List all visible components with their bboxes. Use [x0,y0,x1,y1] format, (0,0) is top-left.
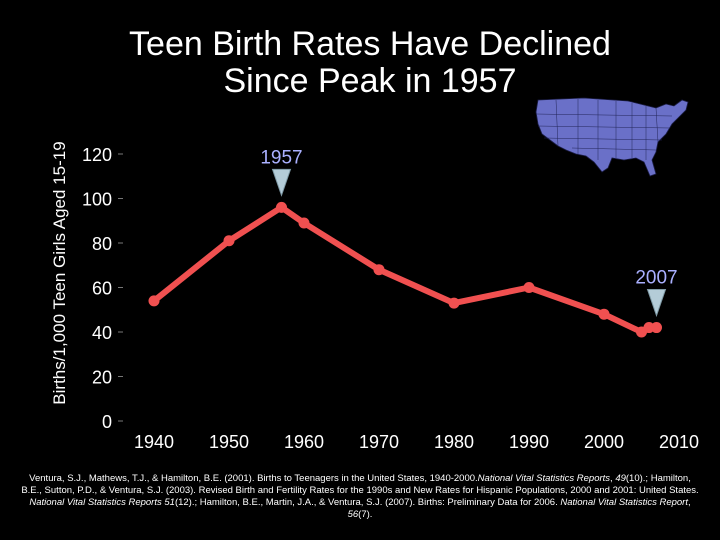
y-tick-label: 20 [92,368,112,388]
citation-text: (10).; Hamilton, B.E., Sutton, P.D., & V… [21,473,699,496]
citation-journal: National Vital Statistics Reports [477,473,611,484]
x-tick-label: 1940 [134,432,174,452]
data-point [298,217,310,229]
y-tick-label: 40 [92,323,112,343]
y-tick-label: 120 [82,145,112,165]
x-tick-label: 1990 [509,432,549,452]
chart-title: Teen Birth Rates Have Declined Since Pea… [60,26,680,100]
y-tick-label: 0 [102,412,112,432]
annotation-label: 1957 [260,147,302,168]
citation: Ventura, S.J., Mathews, T.J., & Hamilton… [20,473,700,521]
annotation-marker [271,168,292,197]
title-line-1: Teen Birth Rates Have Declined [129,25,611,63]
x-tick-label: 1970 [359,432,399,452]
citation-text: Ventura, S.J., Mathews, T.J., & Hamilton… [29,473,478,484]
data-point [148,295,160,307]
citation-text: (7). [358,509,373,520]
citation-volume: 49 [615,473,626,484]
data-point [373,264,385,276]
x-tick-label: 2010 [659,432,699,452]
data-point [598,308,610,320]
y-tick-label: 80 [92,234,112,254]
series-line [151,204,660,335]
us-states-map-icon [535,97,689,177]
x-tick-label: 1960 [284,432,324,452]
data-point [276,201,287,213]
y-tick-label: 60 [92,279,112,299]
data-point [651,322,662,334]
y-tick-label: 100 [82,190,112,210]
data-point [448,297,460,309]
x-tick-label: 1950 [209,432,249,452]
citation-journal: National Vital Statistics Reports 51 [29,497,175,508]
citation-volume: 56 [347,509,359,520]
x-tick-label: 2000 [584,432,624,452]
citation-journal: National Vital Statistics Report [560,497,688,508]
data-point [523,282,535,293]
citation-text: , [687,497,691,508]
annotation-label: 2007 [635,268,677,289]
citation-text: , [610,473,613,484]
annotation-marker [646,289,667,318]
x-tick-label: 1980 [434,432,474,452]
citation-text: (12).; Hamilton, B.E., Martin, J.A., & V… [174,497,558,508]
line-chart: 0 20 40 60 80 100 120 1940 1950 1960 1970 1980 1990 2… [82,145,699,452]
data-point [223,235,235,247]
title-line-2: Since Peak in 1957 [223,62,517,100]
